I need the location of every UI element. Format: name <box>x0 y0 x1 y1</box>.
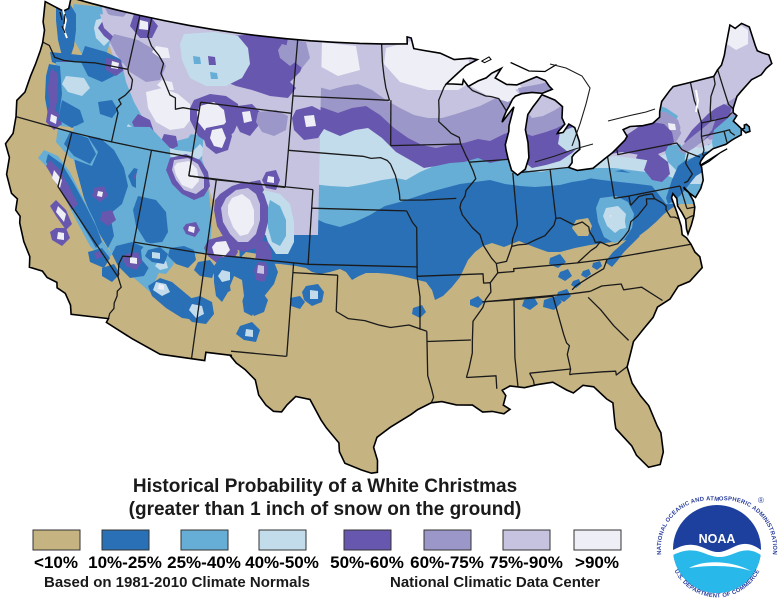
svg-text:®: ® <box>758 496 764 505</box>
svg-text:NOAA: NOAA <box>699 532 736 546</box>
